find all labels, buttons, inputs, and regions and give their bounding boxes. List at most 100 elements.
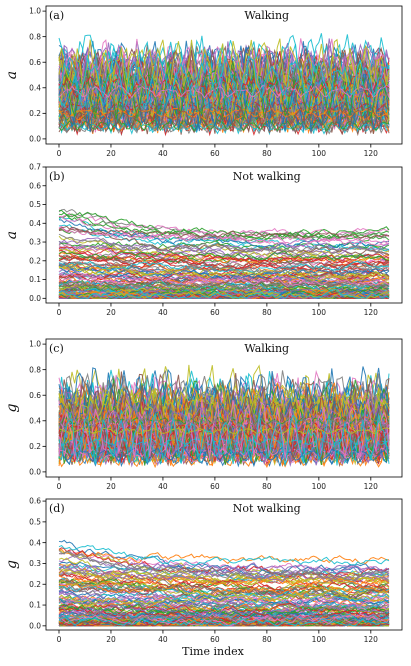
series-line [58,240,390,250]
series-line [58,219,390,249]
y-tick-label: 1.0 [29,7,41,16]
series-group [58,364,390,469]
x-tick-label: 80 [262,635,272,644]
y-tick-label: 0.4 [29,83,41,92]
series-line [58,260,390,273]
series-line [58,254,390,271]
y-tick-label: 0.6 [29,58,41,67]
series-line [58,594,390,607]
x-tick-label: 40 [158,308,168,317]
x-tick-label: 40 [158,635,168,644]
series-line [58,593,390,611]
y-tick-label: 0.6 [29,181,41,190]
x-tick-label: 100 [312,635,327,644]
series-line [59,573,390,592]
plot-frame [45,5,403,145]
x-tick-label: 120 [364,149,379,158]
series-line [58,225,390,239]
series-line [58,412,390,466]
panel-title: Not walking [233,170,301,183]
series-line [58,290,390,299]
y-tick-label: 0.3 [29,238,41,247]
y-tick-label: 0.2 [29,580,41,589]
x-tick-label: 120 [364,635,379,644]
series-group [58,208,390,299]
y-tick-label: 0.2 [29,109,41,118]
y-tick-label: 0.4 [29,416,41,425]
series-line [58,73,390,100]
y-tick-label: 0.0 [29,294,41,303]
series-line [58,250,390,262]
series-line [58,427,390,435]
series-line [58,583,390,597]
x-axis-label: Time index [182,645,244,658]
series-line [58,233,390,253]
x-tick-label: 0 [57,635,62,644]
series-line [58,568,390,585]
x-tick-label: 60 [210,308,220,317]
x-tick-label: 60 [210,149,220,158]
series-line [58,602,390,616]
series-line [58,275,390,288]
x-tick-label: 100 [312,308,327,317]
series-line [58,279,390,292]
series-line [58,264,390,282]
series-line [58,590,390,604]
series-line [59,254,390,270]
series-line [58,579,390,602]
series-line [58,263,390,281]
y-tick-label: 1.0 [29,340,41,349]
x-tick-label: 100 [312,482,327,491]
chart-panel-d: 0 20 40 60 80 100 120 0.0 0.1 0.2 0.3 0.4 0.5 0.6 (d) N… [4,497,403,644]
panel-tag: (d) [49,502,65,515]
x-tick-label: 40 [158,482,168,491]
series-line [58,591,390,605]
series-line [58,242,390,262]
series-line [58,38,390,91]
y-tick-label: 0.4 [29,219,41,228]
x-tick-label: 0 [57,482,62,491]
series-line [58,554,390,572]
y-axis-label: a [4,231,20,239]
y-tick-label: 0.7 [29,163,41,172]
series-line [58,290,390,299]
series-group [58,33,390,137]
x-tick-label: 20 [106,308,116,317]
y-tick-label: 0.5 [29,200,41,209]
y-tick-label: 0.2 [29,256,41,265]
y-tick-label: 0.8 [29,365,41,374]
y-tick-label: 0.0 [29,467,41,476]
series-line [58,544,390,566]
plot-frame [45,498,403,631]
x-tick-label: 20 [106,149,116,158]
panel-title: Walking [244,9,289,22]
panel-tag: (a) [49,9,64,22]
y-tick-label: 0.2 [29,442,41,451]
series-line [58,613,390,627]
x-tick-label: 0 [57,308,62,317]
x-tick-label: 100 [312,149,327,158]
series-line [58,611,390,625]
series-line [58,550,390,582]
y-tick-label: 0.4 [29,538,41,547]
plot-frame [45,338,403,478]
y-tick-label: 0.1 [29,601,41,610]
chart-panel-a: 0 20 40 60 80 100 120 0.0 0.2 0.4 0.6 0.8 1.0 (a) Walk… [4,5,403,158]
y-tick-label: 0.8 [29,32,41,41]
series-line [58,107,390,118]
y-axis-label: g [4,403,20,412]
y-tick-label: 0.5 [29,517,41,526]
x-tick-label: 20 [106,482,116,491]
panel-title: Walking [244,342,289,355]
series-line [58,619,390,627]
y-tick-label: 0.0 [29,134,41,143]
chart-panel-b: 0 20 40 60 80 100 120 0.0 0.1 0.2 0.3 0.4 0.5 0.6 0.7 (… [4,163,403,317]
y-tick-label: 0.0 [29,621,41,630]
series-line [58,410,390,460]
x-tick-label: 40 [158,149,168,158]
series-line [58,608,390,623]
y-tick-label: 0.1 [29,275,41,284]
series-line [58,52,390,101]
y-tick-label: 0.6 [29,391,41,400]
